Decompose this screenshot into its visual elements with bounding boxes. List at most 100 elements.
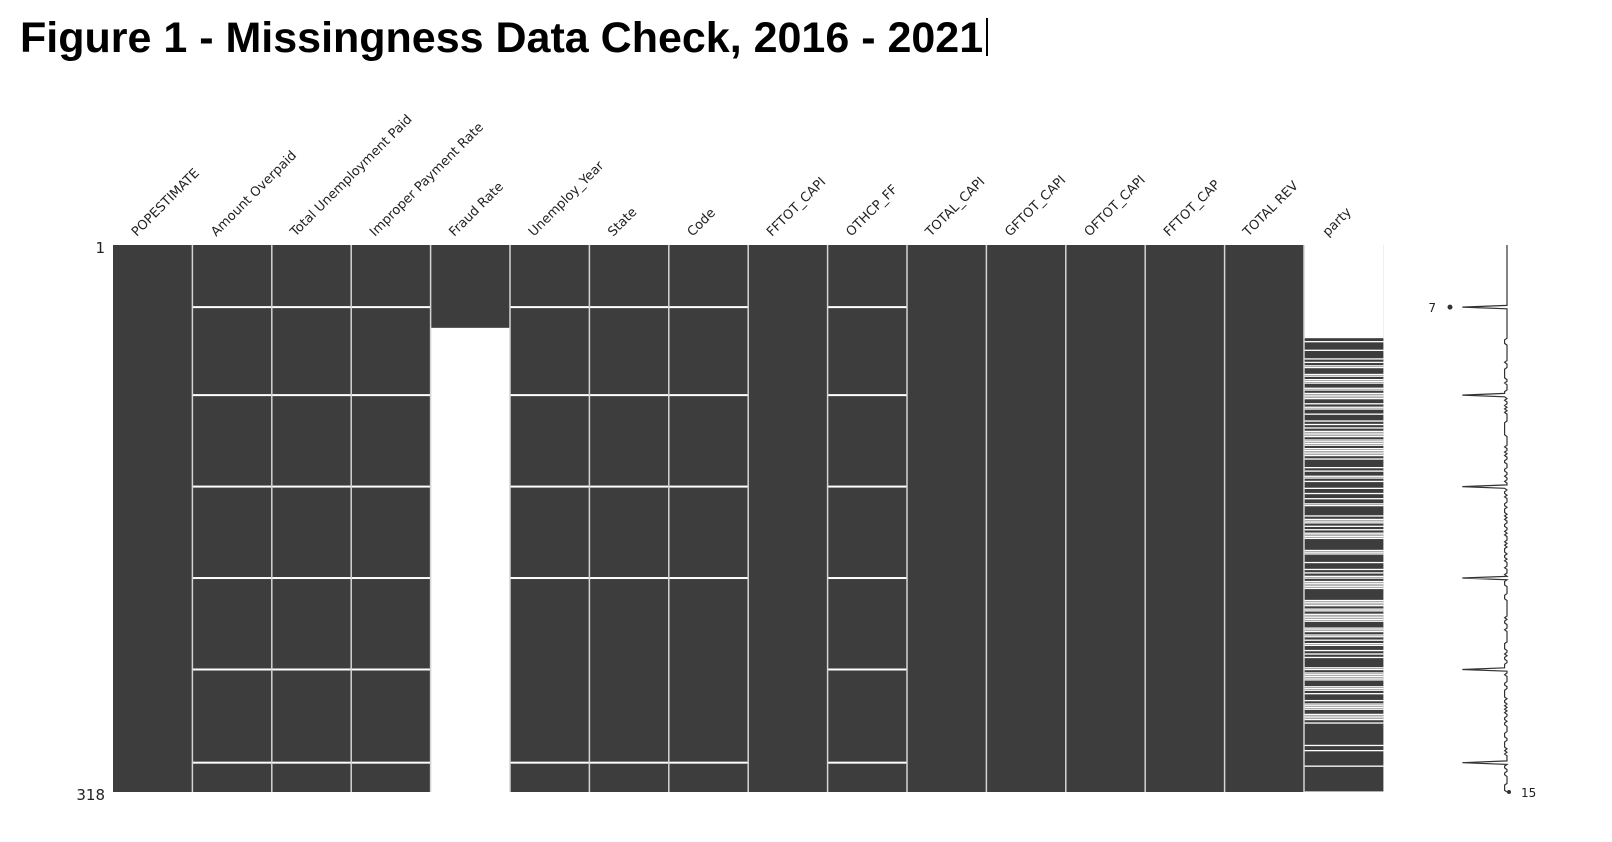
- missing-row-party: [1304, 504, 1384, 507]
- missing-row-party: [1304, 365, 1384, 367]
- missing-row-party: [1304, 518, 1384, 521]
- missing-row-party: [1304, 708, 1384, 710]
- missing-row-party: [1304, 715, 1384, 717]
- missing-row-party: [1304, 536, 1384, 538]
- column-label-fftot-capi: FFTOT_CAPI: [764, 175, 829, 240]
- missing-row-party: [1304, 656, 1384, 659]
- missing-row-party: [1304, 605, 1384, 607]
- missing-row-party: [1304, 375, 1384, 377]
- missing-row-party: [1304, 617, 1384, 619]
- missing-row-total-unemployment-paid: [271, 485, 352, 488]
- missing-row-party: [1304, 525, 1384, 527]
- missing-row-improper-payment-rate: [351, 577, 431, 580]
- missing-row-party: [1304, 644, 1384, 647]
- missing-row-party: [1304, 703, 1384, 705]
- column-label-code: Code: [685, 206, 719, 240]
- missing-row-improper-payment-rate: [351, 394, 431, 397]
- column-label-party: party: [1320, 205, 1355, 240]
- missing-row-party: [1304, 549, 1384, 552]
- missing-row-code: [668, 394, 749, 397]
- missing-row-party: [1304, 397, 1384, 400]
- missing-row-party: [1304, 561, 1384, 564]
- column-bar-fftot-cap: [1145, 245, 1225, 792]
- missing-row-unemploy-year: [510, 394, 590, 397]
- missing-row-party: [1304, 677, 1384, 679]
- missing-row-unemploy-year: [510, 306, 590, 309]
- column-label-gftot-capi: GFTOT_CAPI: [1002, 173, 1069, 240]
- missing-row-state: [589, 485, 669, 488]
- sparkline-max-label: 15: [1521, 786, 1536, 800]
- missing-row-party: [1304, 448, 1384, 450]
- missing-row-othcp-ff: [827, 306, 907, 309]
- missing-row-party: [1304, 615, 1384, 617]
- column-bar-amount-overpaid: [192, 245, 272, 792]
- missing-row-improper-payment-rate: [351, 485, 431, 488]
- missing-row-party: [1304, 699, 1384, 702]
- column-label-fftot-cap: FFTOT_CAP: [1161, 177, 1223, 239]
- missing-row-party: [1304, 713, 1384, 716]
- missing-row-party: [1304, 765, 1384, 767]
- missing-row-code: [668, 306, 749, 309]
- missing-row-party: [1304, 373, 1384, 376]
- missing-row-total-unemployment-paid: [271, 668, 352, 671]
- missing-row-party: [1304, 687, 1384, 690]
- missing-row-party: [1304, 442, 1384, 445]
- missing-row-party: [1304, 396, 1384, 398]
- missing-row-party: [1304, 378, 1384, 381]
- missing-row-party: [1304, 693, 1384, 695]
- missing-row-party: [1304, 349, 1384, 351]
- missing-row-improper-payment-rate: [351, 761, 431, 764]
- missing-row-party: [1304, 653, 1384, 655]
- missing-row-party: [1304, 791, 1384, 793]
- missing-row-party: [1304, 434, 1384, 436]
- missing-row-party: [1304, 629, 1384, 631]
- missing-row-code: [668, 577, 749, 580]
- column-label-othcp-ff: OTHCP_FF: [844, 182, 902, 240]
- missing-row-party: [1304, 529, 1384, 531]
- missing-row-amount-overpaid: [192, 306, 272, 309]
- missing-row-party: [1304, 408, 1384, 410]
- missing-row-party: [1304, 667, 1384, 669]
- missing-row-othcp-ff: [827, 761, 907, 764]
- missing-row-party: [1304, 649, 1384, 652]
- missing-row-party: [1304, 568, 1384, 571]
- missing-row-party: [1304, 366, 1384, 369]
- missing-row-party: [1304, 627, 1384, 629]
- missing-row-party: [1304, 630, 1384, 633]
- missing-row-state: [589, 577, 669, 580]
- column-bar-oftot-capi: [1065, 245, 1146, 792]
- missing-row-party: [1304, 466, 1384, 469]
- row-label-first: 1: [95, 239, 105, 257]
- missingness-matrix: [113, 245, 1384, 793]
- missing-row-party: [1304, 618, 1384, 621]
- missing-row-party: [1304, 492, 1384, 495]
- missing-row-unemploy-year: [510, 577, 590, 580]
- missing-row-party: [1304, 394, 1384, 396]
- missing-row-party: [1304, 643, 1384, 645]
- figure-title-text: Figure 1 - Missingness Data Check, 2016 …: [20, 14, 984, 62]
- missing-row-party: [1304, 613, 1384, 615]
- column-bar-total-rev: [1224, 245, 1304, 792]
- missing-row-party: [1304, 668, 1384, 671]
- missing-row-party: [1304, 551, 1384, 553]
- missing-row-party: [1304, 717, 1384, 719]
- missing-row-unemploy-year: [510, 761, 590, 764]
- missing-row-total-unemployment-paid: [271, 761, 352, 764]
- text-cursor: [986, 18, 989, 56]
- missing-row-party: [1304, 515, 1384, 517]
- missing-row-party: [1304, 413, 1384, 415]
- missing-row-party: [1304, 689, 1384, 691]
- missing-row-party: [1304, 520, 1384, 522]
- missing-row-party: [1304, 686, 1384, 688]
- missing-row-party: [1304, 584, 1384, 586]
- missing-row-party: [1304, 387, 1384, 389]
- missing-row-party: [1304, 451, 1384, 453]
- missing-row-party: [1304, 586, 1384, 588]
- missing-row-party: [1304, 487, 1384, 490]
- missing-row-party: [1304, 537, 1384, 540]
- missing-row-amount-overpaid: [192, 761, 272, 764]
- missing-row-improper-payment-rate: [351, 668, 431, 671]
- column-bar-code: [668, 245, 749, 792]
- missing-row-othcp-ff: [827, 577, 907, 580]
- missing-row-party: [1304, 603, 1384, 605]
